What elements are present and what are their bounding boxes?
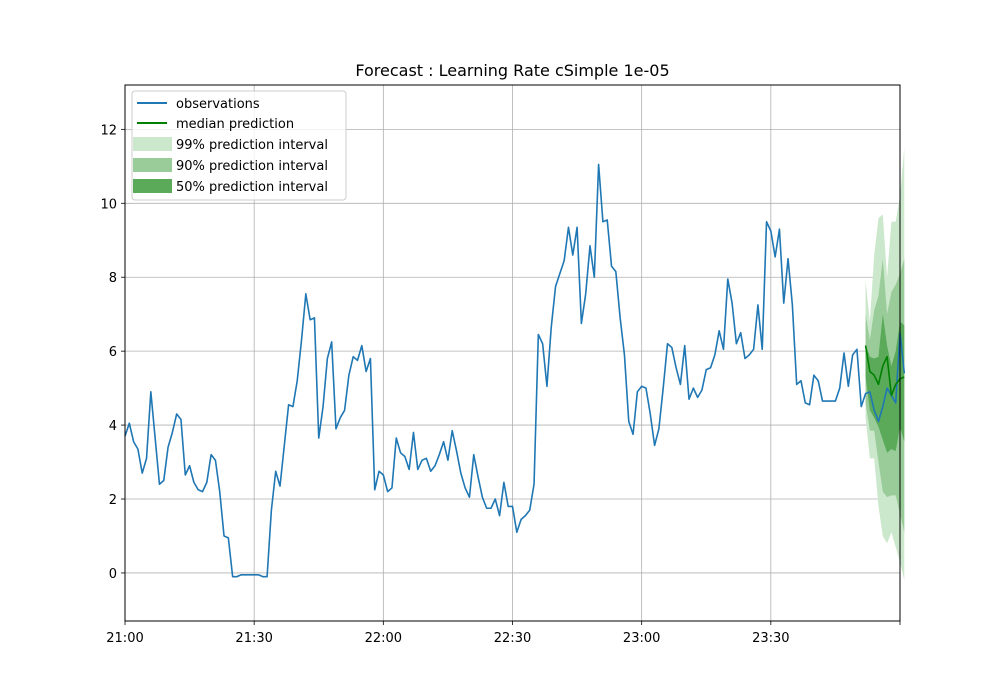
x-axis: 21:00 21:30 22:00 22:30 23:00 23:30 — [106, 621, 901, 646]
y-axis: 0 2 4 6 8 10 12 — [100, 123, 125, 582]
legend-90-swatch — [133, 158, 172, 172]
legend-median-label: median prediction — [176, 117, 294, 132]
legend-box — [131, 90, 347, 201]
x-tick-label: 21:00 — [106, 631, 143, 646]
y-tick-label: 10 — [100, 197, 117, 212]
observations-line — [124, 163, 906, 578]
y-tick-label: 2 — [109, 493, 117, 508]
y-tick-label: 8 — [109, 271, 117, 286]
x-tick-label: 23:30 — [752, 631, 789, 646]
legend-50-swatch — [133, 179, 172, 193]
y-tick-label: 6 — [109, 345, 117, 360]
legend-observations-label: observations — [176, 97, 260, 112]
legend-99-swatch — [133, 137, 172, 151]
y-tick-label: 12 — [100, 123, 117, 138]
legend-50-label: 50% prediction interval — [176, 180, 328, 195]
legend: observations median prediction 99% predi… — [131, 90, 347, 201]
x-tick-label: 22:30 — [494, 631, 531, 646]
x-tick-label: 23:00 — [623, 631, 660, 646]
y-tick-label: 0 — [109, 567, 117, 582]
x-tick-label: 21:30 — [235, 631, 272, 646]
legend-99-label: 99% prediction interval — [176, 138, 328, 153]
legend-90-label: 90% prediction interval — [176, 159, 328, 174]
grid — [125, 85, 900, 621]
x-tick-label: 22:00 — [365, 631, 402, 646]
series-lines — [124, 163, 906, 578]
y-tick-label: 4 — [109, 419, 117, 434]
median-prediction-line — [864, 345, 905, 397]
chart-title: Forecast : Learning Rate cSimple 1e-05 — [355, 61, 669, 80]
band-50-interval — [865, 314, 905, 453]
